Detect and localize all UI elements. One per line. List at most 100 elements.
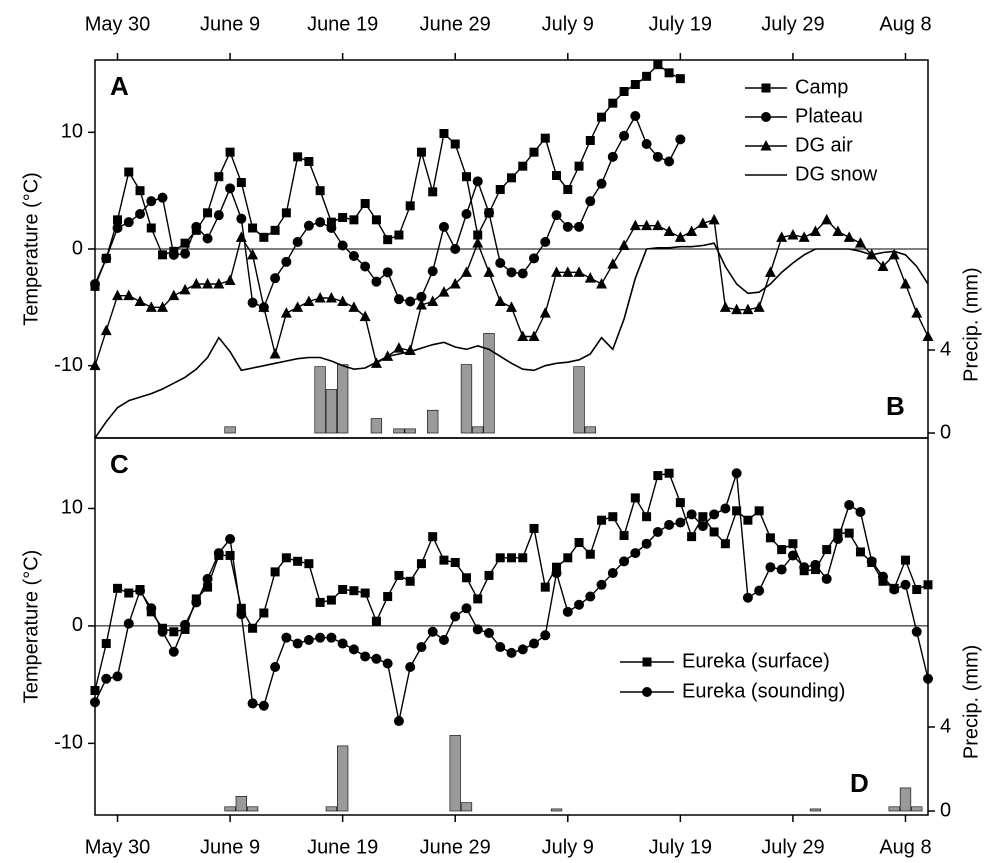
marker-circle	[315, 217, 326, 228]
marker-square	[822, 545, 832, 555]
x-tick-label: May 30	[85, 836, 151, 858]
marker-circle	[574, 221, 585, 232]
marker-circle	[506, 647, 517, 658]
marker-circle	[157, 192, 168, 203]
marker-circle	[551, 210, 562, 221]
marker-circle	[551, 568, 562, 579]
marker-circle	[619, 130, 630, 141]
marker-square	[439, 129, 449, 138]
marker-circle	[607, 151, 618, 162]
marker-circle	[900, 579, 911, 590]
marker-square	[90, 686, 100, 696]
marker-square	[146, 223, 156, 233]
marker-square	[315, 597, 325, 607]
marker-triangle	[325, 292, 337, 303]
marker-circle	[281, 256, 292, 267]
y-axis-label: Temperature (°C)	[20, 550, 42, 704]
marker-circle	[438, 221, 449, 232]
marker-triangle	[157, 301, 169, 312]
marker-square	[349, 215, 359, 225]
marker-triangle	[292, 301, 304, 312]
marker-square	[608, 512, 618, 522]
marker-circle	[337, 240, 348, 251]
marker-circle	[517, 644, 528, 655]
marker-circle	[393, 716, 404, 727]
marker-circle	[371, 276, 382, 287]
marker-circle	[90, 697, 100, 708]
precip-bar	[899, 787, 912, 812]
marker-square	[428, 532, 438, 542]
marker-circle	[213, 548, 224, 559]
marker-triangle	[551, 266, 563, 277]
precip-bar	[370, 418, 383, 434]
marker-circle	[438, 635, 449, 646]
marker-triangle	[269, 348, 281, 359]
precip-bar	[337, 364, 349, 434]
marker-circle	[731, 468, 742, 479]
panel-label: A	[110, 71, 129, 101]
marker-triangle	[247, 248, 259, 260]
precip-bar	[460, 802, 473, 812]
marker-circle	[607, 568, 618, 579]
marker-triangle	[663, 225, 675, 236]
marker-square	[416, 559, 426, 569]
marker-square	[405, 201, 415, 211]
legend-label: Eureka (surface)	[682, 650, 830, 672]
marker-triangle	[100, 324, 112, 336]
marker-triangle	[877, 260, 889, 271]
marker-square	[180, 238, 190, 248]
marker-triangle	[731, 303, 743, 315]
marker-circle	[799, 562, 810, 573]
marker-circle	[360, 261, 371, 272]
marker-square	[507, 173, 516, 183]
marker-circle	[472, 176, 483, 187]
marker-square	[743, 515, 753, 525]
marker-square	[765, 533, 775, 543]
marker-circle	[270, 662, 281, 673]
marker-square	[304, 559, 314, 569]
marker-circle	[844, 499, 855, 510]
marker-square	[833, 528, 843, 538]
marker-square	[754, 506, 764, 516]
marker-triangle	[922, 330, 934, 341]
marker-circle	[405, 296, 416, 307]
marker-triangle	[596, 278, 608, 289]
marker-square	[900, 555, 910, 565]
marker-circle	[585, 591, 596, 602]
marker-square	[439, 555, 449, 565]
precip-bar	[404, 428, 416, 434]
marker-triangle	[449, 278, 461, 289]
marker-square	[664, 68, 674, 78]
marker-square	[698, 512, 708, 522]
precip-bar	[224, 426, 236, 434]
y2-tick-label: 0	[940, 799, 951, 821]
marker-triangle	[854, 237, 866, 248]
marker-circle	[416, 642, 427, 653]
marker-circle	[157, 626, 168, 637]
marker-circle	[529, 253, 540, 264]
marker-circle	[596, 178, 607, 189]
marker-square	[529, 147, 539, 157]
marker-square	[315, 186, 325, 196]
marker-square	[495, 185, 505, 194]
panel: May 30 June 9 June 19 June 29 July 9 July 19 J…	[20, 13, 982, 443]
marker-triangle	[202, 278, 214, 289]
marker-square	[326, 217, 336, 227]
marker-circle	[382, 658, 393, 669]
marker-square	[552, 171, 562, 180]
marker-triangle	[776, 231, 788, 242]
marker-triangle	[280, 307, 292, 318]
x-tick-label: July 29	[761, 13, 824, 35]
marker-square	[113, 583, 123, 593]
marker-square	[563, 185, 573, 194]
marker-square	[844, 528, 854, 538]
marker-triangle	[562, 266, 574, 277]
x-tick-label: June 9	[200, 836, 260, 858]
marker-circle	[123, 618, 134, 629]
marker-triangle	[708, 213, 720, 225]
marker-circle	[416, 291, 427, 302]
marker-square	[720, 539, 730, 549]
marker-triangle	[123, 289, 135, 301]
marker-circle	[810, 559, 821, 570]
marker-circle	[866, 556, 877, 567]
